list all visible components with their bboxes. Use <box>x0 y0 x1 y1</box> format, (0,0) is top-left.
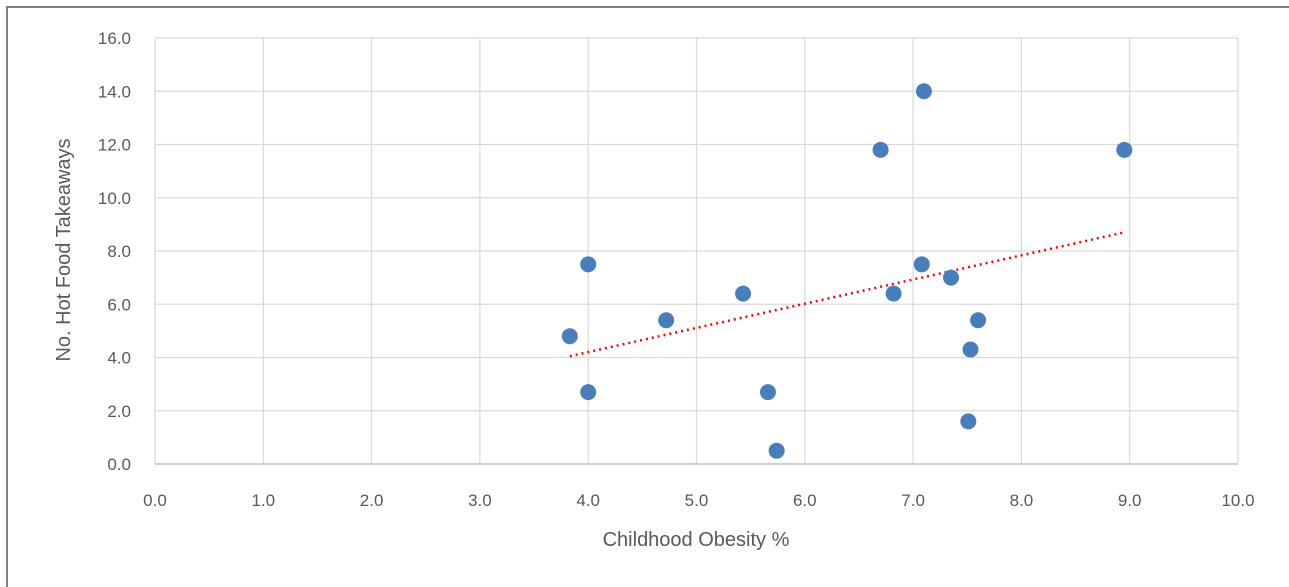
data-point <box>759 384 776 401</box>
x-tick-label: 10.0 <box>1221 491 1254 510</box>
x-tick-label: 0.0 <box>143 491 167 510</box>
x-tick-label: 5.0 <box>685 491 709 510</box>
y-tick-label: 0.0 <box>107 455 131 474</box>
x-tick-label: 7.0 <box>901 491 925 510</box>
data-point <box>885 285 902 302</box>
data-point <box>915 83 932 100</box>
y-tick-labels: 0.0 2.0 4.0 6.0 8.0 10.0 12.0 14.0 16.0 <box>98 29 131 474</box>
x-tick-label: 1.0 <box>251 491 275 510</box>
data-point <box>561 328 578 345</box>
chart-frame <box>6 6 1289 587</box>
data-point <box>970 312 987 329</box>
y-tick-label: 8.0 <box>107 242 131 261</box>
y-tick-label: 12.0 <box>98 136 131 155</box>
y-tick-label: 14.0 <box>98 82 131 101</box>
data-point <box>580 256 597 273</box>
y-tick-label: 2.0 <box>107 402 131 421</box>
x-tick-label: 6.0 <box>793 491 817 510</box>
x-tick-label: 4.0 <box>576 491 600 510</box>
y-tick-label: 4.0 <box>107 349 131 368</box>
x-axis-title: Childhood Obesity % <box>603 529 790 551</box>
y-tick-label: 10.0 <box>98 189 131 208</box>
data-point <box>1116 141 1133 158</box>
x-tick-labels: 0.0 1.0 2.0 3.0 4.0 5.0 6.0 7.0 8.0 9.0 10.0 <box>143 491 1254 510</box>
y-axis-title: No. Hot Food Takeaways <box>53 138 75 361</box>
x-tick-label: 9.0 <box>1118 491 1142 510</box>
data-point <box>658 312 675 329</box>
data-point <box>913 256 930 273</box>
data-point <box>580 384 597 401</box>
gridlines <box>154 37 1239 464</box>
y-tick-label: 16.0 <box>98 29 131 48</box>
x-tick-label: 8.0 <box>1010 491 1034 510</box>
data-point <box>960 413 977 430</box>
data-points <box>561 83 1133 459</box>
x-tick-label: 2.0 <box>360 491 384 510</box>
y-tick-label: 6.0 <box>107 295 131 314</box>
data-point <box>735 285 752 302</box>
x-tick-label: 3.0 <box>468 491 492 510</box>
data-point <box>962 341 979 358</box>
data-point <box>872 141 889 158</box>
data-point <box>943 269 960 286</box>
data-point <box>768 442 785 459</box>
